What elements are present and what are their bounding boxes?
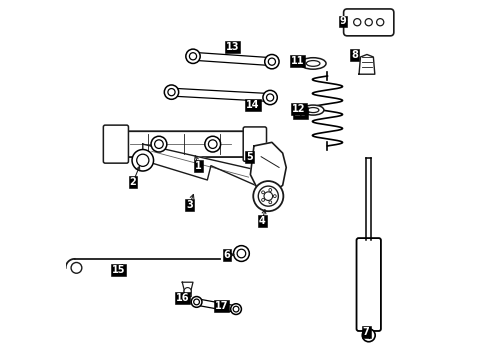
Polygon shape bbox=[193, 52, 272, 66]
Text: 6: 6 bbox=[224, 250, 230, 260]
Polygon shape bbox=[143, 144, 261, 185]
Ellipse shape bbox=[302, 105, 324, 115]
Text: 17: 17 bbox=[215, 301, 228, 311]
Circle shape bbox=[273, 195, 276, 198]
FancyBboxPatch shape bbox=[243, 127, 267, 161]
Polygon shape bbox=[250, 142, 286, 193]
Circle shape bbox=[269, 58, 275, 65]
Polygon shape bbox=[172, 88, 270, 102]
Circle shape bbox=[205, 136, 220, 152]
Circle shape bbox=[365, 19, 372, 26]
Circle shape bbox=[263, 90, 277, 105]
Circle shape bbox=[377, 19, 384, 26]
Circle shape bbox=[262, 191, 265, 194]
Text: 2: 2 bbox=[130, 177, 137, 187]
Circle shape bbox=[164, 85, 179, 99]
Circle shape bbox=[137, 154, 149, 166]
Text: 3: 3 bbox=[186, 200, 193, 210]
Circle shape bbox=[155, 140, 163, 148]
Circle shape bbox=[269, 189, 272, 192]
Circle shape bbox=[194, 299, 199, 305]
Circle shape bbox=[266, 94, 274, 102]
Text: 13: 13 bbox=[226, 42, 239, 52]
Circle shape bbox=[354, 19, 361, 26]
Circle shape bbox=[233, 306, 239, 312]
Circle shape bbox=[194, 299, 200, 305]
Circle shape bbox=[184, 288, 191, 295]
Text: 16: 16 bbox=[175, 293, 189, 303]
Circle shape bbox=[267, 94, 274, 101]
Circle shape bbox=[258, 186, 278, 206]
Circle shape bbox=[233, 306, 239, 312]
Circle shape bbox=[168, 88, 175, 96]
FancyBboxPatch shape bbox=[357, 238, 381, 331]
Circle shape bbox=[132, 149, 153, 171]
Circle shape bbox=[268, 58, 276, 66]
FancyBboxPatch shape bbox=[109, 131, 251, 157]
Circle shape bbox=[186, 49, 200, 63]
Text: 14: 14 bbox=[246, 100, 260, 110]
Circle shape bbox=[168, 89, 175, 96]
FancyBboxPatch shape bbox=[343, 9, 394, 36]
Text: 9: 9 bbox=[340, 17, 346, 27]
Text: 10: 10 bbox=[294, 108, 307, 118]
Text: 8: 8 bbox=[351, 50, 358, 60]
FancyBboxPatch shape bbox=[103, 125, 128, 163]
Circle shape bbox=[362, 329, 375, 342]
Polygon shape bbox=[196, 299, 237, 312]
Text: 15: 15 bbox=[112, 265, 125, 275]
Ellipse shape bbox=[306, 60, 320, 66]
Text: 4: 4 bbox=[259, 216, 266, 226]
Circle shape bbox=[253, 181, 283, 211]
Text: 11: 11 bbox=[291, 55, 304, 66]
Circle shape bbox=[237, 249, 245, 258]
Circle shape bbox=[151, 136, 167, 152]
Text: 12: 12 bbox=[292, 104, 306, 114]
Circle shape bbox=[191, 297, 202, 307]
Ellipse shape bbox=[307, 108, 319, 113]
Circle shape bbox=[264, 192, 272, 201]
Circle shape bbox=[231, 304, 242, 315]
Circle shape bbox=[71, 262, 82, 273]
Circle shape bbox=[269, 201, 272, 204]
Circle shape bbox=[190, 53, 196, 60]
Text: 5: 5 bbox=[246, 152, 253, 162]
Circle shape bbox=[208, 140, 217, 148]
Circle shape bbox=[265, 54, 279, 69]
Circle shape bbox=[189, 52, 197, 60]
Text: 1: 1 bbox=[195, 161, 202, 171]
Polygon shape bbox=[359, 54, 375, 74]
Text: 7: 7 bbox=[363, 327, 369, 337]
Ellipse shape bbox=[300, 58, 326, 69]
Circle shape bbox=[262, 198, 265, 201]
Polygon shape bbox=[182, 282, 193, 297]
Circle shape bbox=[234, 246, 249, 261]
